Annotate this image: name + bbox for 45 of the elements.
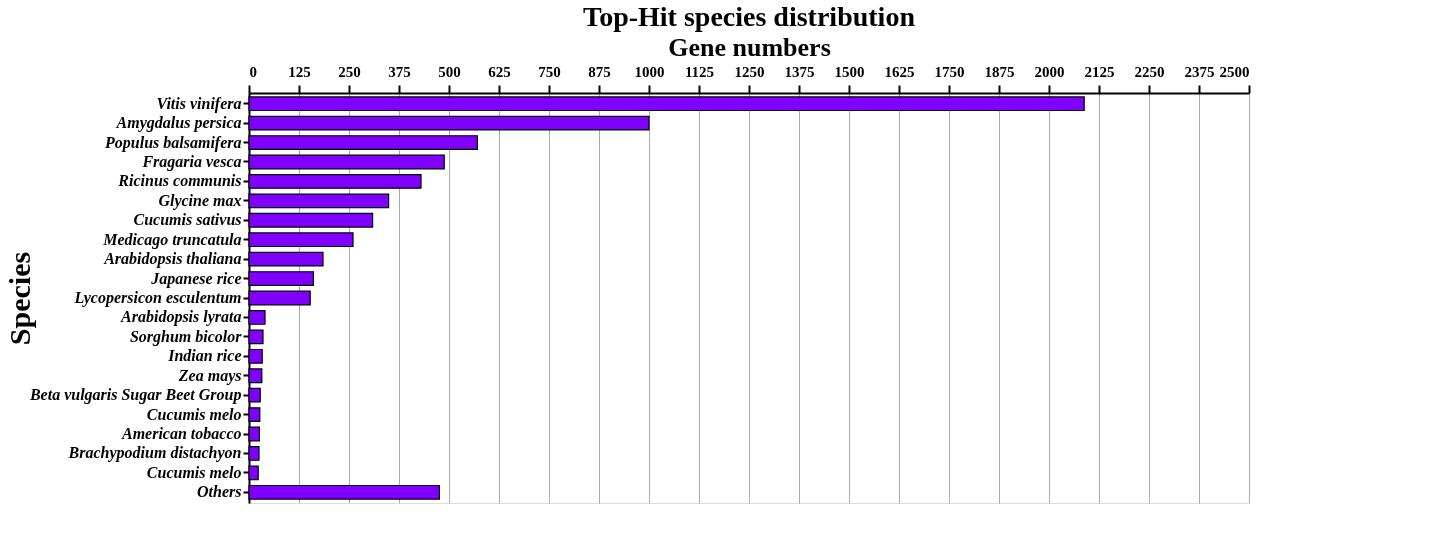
y-tick-label: Brachypodium distachyon: [67, 444, 242, 463]
x-tick-label: 1625: [884, 63, 915, 80]
x-tick-label: 125: [288, 63, 311, 80]
x-tick-label: 1000: [634, 63, 665, 80]
y-tick-label: Indian rice: [167, 347, 242, 365]
chart-title: Top-Hit species distribution: [583, 1, 916, 32]
x-tick-label: 2500: [1219, 63, 1250, 80]
y-tick-label: Populus balsamifera: [104, 133, 242, 152]
x-tick-label: 1250: [734, 63, 765, 80]
y-tick-label: American tobacco: [120, 425, 242, 443]
y-tick-label: Cucumis sativus: [133, 211, 242, 229]
x-tick-label: 1750: [934, 63, 965, 80]
y-tick-label: Cucumis melo: [146, 405, 242, 423]
x-tick-label: 500: [438, 63, 461, 80]
y-tick-label: Glycine max: [158, 191, 242, 210]
x-tick-label: 1500: [834, 63, 865, 80]
x-tick-label: 2125: [1084, 63, 1115, 80]
x-tick-label: 375: [388, 63, 411, 80]
y-tick-label: Arabidopsis lyrata: [120, 308, 242, 327]
x-tick-label: 250: [338, 63, 361, 80]
y-tick-label: Medicago truncatula: [102, 230, 242, 249]
y-tick-label: Amygdalus persica: [115, 114, 242, 133]
y-tick-label: Others: [197, 483, 242, 501]
x-tick-label: 875: [588, 63, 611, 80]
y-axis-title: Species: [2, 251, 36, 346]
x-tick-label: 2375: [1184, 63, 1215, 80]
x-axis-title: Gene numbers: [668, 32, 831, 62]
x-tick-label: 1875: [984, 63, 1015, 80]
y-tick-label: Sorghum bicolor: [129, 327, 243, 346]
y-tick-label: Fragaria vesca: [141, 152, 242, 171]
y-tick-label: Japanese rice: [150, 269, 242, 288]
y-tick-label: Ricinus communis: [117, 172, 242, 190]
y-tick-label: Vitis vinifera: [156, 94, 242, 113]
x-tick-label: 1375: [784, 63, 815, 80]
x-tick-label: 2000: [1034, 63, 1065, 80]
y-tick-label: Lycopersicon esculentum: [73, 289, 242, 307]
x-tick-label: 625: [488, 63, 511, 80]
x-tick-label: 2250: [1134, 63, 1165, 80]
y-tick-label: Cucumis melo: [146, 463, 242, 481]
y-tick-label: Beta vulgaris Sugar Beet Group: [28, 386, 242, 405]
y-tick-label: Zea mays: [177, 366, 242, 385]
x-tick-label: 1125: [684, 63, 715, 80]
x-tick-label: 750: [538, 63, 561, 80]
x-tick-label: 0: [249, 63, 257, 80]
y-tick-label: Arabidopsis thaliana: [103, 250, 242, 269]
